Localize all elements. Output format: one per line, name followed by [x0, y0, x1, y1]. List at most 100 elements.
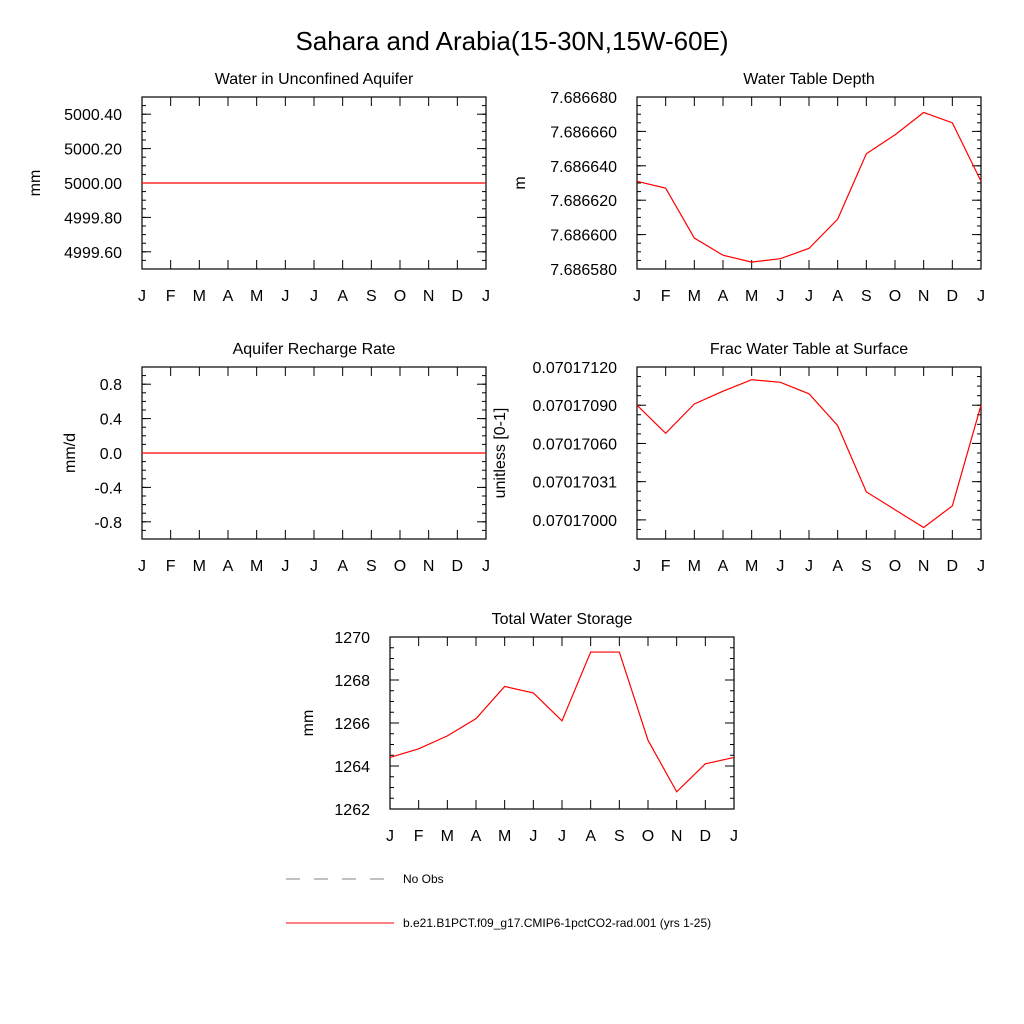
- y-tick-label: 5000.40: [64, 107, 122, 124]
- x-tick-label: J: [138, 558, 146, 575]
- y-tick-label: 0.07017090: [532, 398, 617, 415]
- y-tick-label: 1262: [334, 802, 370, 819]
- y-tick-label: 7.686580: [550, 262, 617, 279]
- x-tick-label: M: [745, 288, 758, 305]
- x-tick-label: M: [498, 828, 511, 845]
- x-tick-label: N: [671, 828, 683, 845]
- x-tick-label: D: [947, 288, 959, 305]
- x-tick-label: M: [688, 558, 701, 575]
- x-tick-label: O: [394, 558, 406, 575]
- x-tick-label: J: [558, 828, 566, 845]
- x-tick-label: J: [776, 558, 784, 575]
- plot-frame: [636, 96, 982, 270]
- x-tick-label: J: [281, 558, 289, 575]
- series-line: [389, 651, 735, 793]
- x-tick-label: J: [482, 288, 490, 305]
- x-tick-label: N: [918, 288, 930, 305]
- x-tick-label: S: [614, 828, 625, 845]
- panel-title: Water Table Depth: [743, 71, 875, 88]
- x-tick-label: S: [861, 558, 872, 575]
- x-tick-label: O: [642, 828, 654, 845]
- x-tick-label: J: [386, 828, 394, 845]
- panel-title: Aquifer Recharge Rate: [233, 341, 396, 358]
- x-tick-label: A: [223, 288, 234, 305]
- x-tick-label: M: [193, 558, 206, 575]
- y-axis-label: mm: [27, 170, 44, 197]
- y-tick-label: 7.686620: [550, 193, 617, 210]
- y-tick-label: 1268: [334, 673, 370, 690]
- x-tick-label: S: [366, 288, 377, 305]
- x-tick-label: A: [585, 828, 596, 845]
- x-tick-label: J: [977, 288, 985, 305]
- x-tick-label: J: [805, 558, 813, 575]
- x-tick-label: J: [310, 558, 318, 575]
- y-tick-label: 0.8: [100, 377, 122, 394]
- x-tick-label: J: [805, 288, 813, 305]
- x-tick-label: M: [745, 558, 758, 575]
- y-tick-label: 7.686600: [550, 228, 617, 245]
- y-axis-label: mm/d: [62, 433, 79, 473]
- plot-frame: [389, 636, 735, 810]
- x-tick-label: O: [889, 558, 901, 575]
- x-tick-label: D: [452, 558, 464, 575]
- x-tick-label: D: [452, 288, 464, 305]
- x-tick-label: N: [423, 288, 435, 305]
- x-tick-label: J: [310, 288, 318, 305]
- y-tick-label: -0.8: [94, 515, 122, 532]
- y-tick-label: 7.686680: [550, 90, 617, 107]
- x-tick-label: A: [471, 828, 482, 845]
- x-tick-label: J: [776, 288, 784, 305]
- plot-frame: [636, 366, 982, 540]
- x-tick-label: M: [250, 558, 263, 575]
- y-tick-label: 1270: [334, 630, 370, 647]
- x-tick-label: N: [423, 558, 435, 575]
- y-tick-label: 7.686640: [550, 159, 617, 176]
- x-tick-label: A: [337, 288, 348, 305]
- y-tick-label: 0.07017060: [532, 436, 617, 453]
- x-tick-label: J: [730, 828, 738, 845]
- y-tick-label: 5000.20: [64, 142, 122, 159]
- x-tick-label: F: [166, 558, 176, 575]
- x-tick-label: D: [700, 828, 712, 845]
- panel-title: Frac Water Table at Surface: [710, 341, 908, 358]
- x-tick-label: S: [366, 558, 377, 575]
- y-tick-label: 4999.60: [64, 245, 122, 262]
- x-tick-label: J: [482, 558, 490, 575]
- x-tick-label: D: [947, 558, 959, 575]
- x-tick-label: O: [394, 288, 406, 305]
- x-tick-label: J: [138, 288, 146, 305]
- figure-title: Sahara and Arabia(15-30N,15W-60E): [295, 26, 728, 56]
- y-tick-label: 0.07017000: [532, 513, 617, 530]
- legend: No Obs b.e21.B1PCT.f09_g17.CMIP6-1pctCO2…: [286, 872, 711, 930]
- series-line: [636, 379, 982, 529]
- x-tick-label: A: [718, 558, 729, 575]
- x-tick-label: A: [223, 558, 234, 575]
- legend-model-label: b.e21.B1PCT.f09_g17.CMIP6-1pctCO2-rad.00…: [403, 916, 711, 930]
- y-tick-label: 0.4: [100, 412, 122, 429]
- x-tick-label: N: [918, 558, 930, 575]
- x-tick-label: F: [661, 558, 671, 575]
- x-tick-label: M: [250, 288, 263, 305]
- panel-fwet: Frac Water Table at Surface unitless [0-1…: [492, 341, 985, 575]
- x-tick-label: A: [832, 558, 843, 575]
- y-tick-label: 0.07017031: [532, 475, 617, 492]
- x-tick-label: J: [633, 288, 641, 305]
- x-tick-label: F: [414, 828, 424, 845]
- y-tick-label: -0.4: [94, 480, 122, 497]
- x-tick-label: F: [661, 288, 671, 305]
- x-tick-label: M: [193, 288, 206, 305]
- x-tick-label: J: [977, 558, 985, 575]
- x-tick-label: A: [337, 558, 348, 575]
- x-tick-label: A: [832, 288, 843, 305]
- y-axis-label: mm: [300, 710, 317, 737]
- x-tick-label: M: [441, 828, 454, 845]
- panel-title: Water in Unconfined Aquifer: [215, 71, 414, 88]
- y-tick-label: 0.0: [100, 446, 122, 463]
- y-axis-label: unitless [0-1]: [492, 408, 509, 499]
